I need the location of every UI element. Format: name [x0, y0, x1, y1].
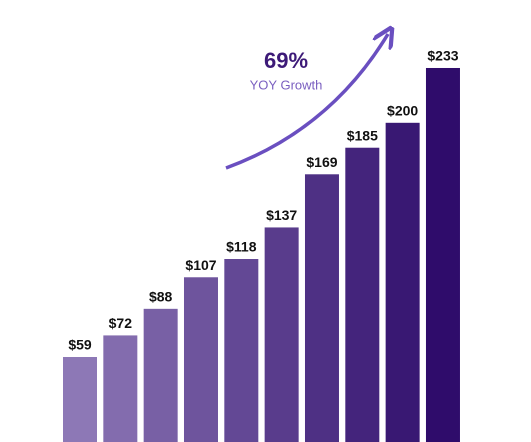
bar [143, 308, 178, 442]
bar [103, 335, 138, 442]
value-label: $88 [149, 289, 173, 305]
bar [425, 67, 460, 442]
value-label: $137 [266, 207, 297, 223]
value-label: $107 [185, 257, 216, 273]
value-label: $72 [109, 315, 133, 331]
value-label: $118 [226, 239, 257, 255]
growth-label: YOY Growth [250, 77, 323, 92]
growth-arrow [225, 34, 388, 170]
bar [385, 122, 420, 442]
growth-value: 69% [264, 48, 308, 73]
bar [224, 259, 259, 442]
bar [63, 357, 97, 442]
value-label: $233 [427, 48, 458, 64]
bar [304, 174, 339, 442]
value-label: $169 [306, 154, 337, 170]
bar [264, 227, 299, 442]
bar [183, 277, 218, 442]
value-label: $59 [68, 337, 92, 353]
value-label: $200 [387, 103, 418, 119]
bar [345, 147, 380, 442]
value-label: $185 [347, 127, 378, 143]
